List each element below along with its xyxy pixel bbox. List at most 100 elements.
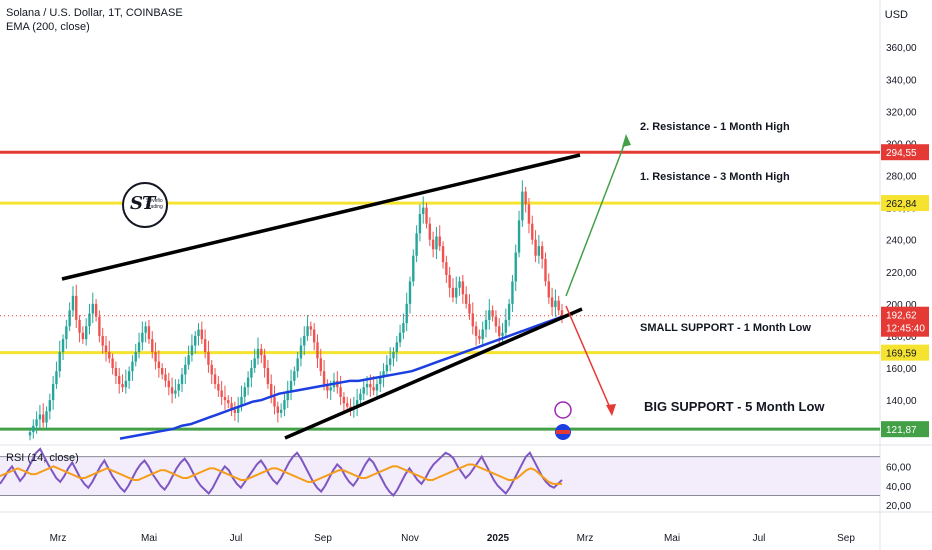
candle-body — [81, 332, 85, 340]
candle-body — [71, 295, 75, 311]
current-price-tag — [881, 306, 929, 337]
candle-body — [445, 262, 448, 275]
candle-body — [547, 281, 550, 298]
bearish-arrow-head — [606, 404, 616, 416]
candle-body — [501, 332, 504, 336]
y-tick-label: 200,00 — [886, 300, 917, 311]
candle-body — [131, 361, 134, 372]
candle-body — [184, 364, 187, 375]
candle-body — [504, 319, 508, 333]
level-price-tag — [881, 144, 929, 161]
bullish-arrow-head — [622, 134, 631, 147]
candle-body — [190, 345, 194, 356]
y-tick-label: 180,00 — [886, 332, 917, 343]
candle-body — [276, 406, 280, 413]
level-annotation: 1. Resistance - 3 Month High — [640, 171, 790, 183]
x-tick-label: Jul — [230, 533, 243, 544]
rsi-legend[interactable]: RSI (14, close) — [6, 452, 79, 464]
x-tick-label: Mai — [141, 533, 157, 544]
candle-body — [531, 223, 534, 240]
candle-body — [534, 239, 537, 256]
candle-body — [425, 207, 428, 224]
rsi-line — [0, 447, 563, 497]
candle-body — [451, 287, 455, 298]
candle-body — [326, 384, 329, 391]
x-tick-label: Sep — [837, 533, 855, 544]
candle-body — [355, 400, 359, 407]
candle-body — [194, 335, 197, 346]
candle-body — [527, 204, 531, 224]
candle-body — [213, 374, 217, 385]
candle-body — [75, 295, 78, 320]
candle-body — [164, 374, 167, 381]
candle-body — [322, 371, 326, 385]
candle-body — [544, 258, 547, 282]
candle-body — [28, 432, 32, 436]
candle-body — [68, 310, 71, 327]
candle-body — [557, 300, 560, 311]
candle-body — [160, 368, 164, 375]
candle-body — [498, 326, 501, 336]
level-price-label: 262,84 — [886, 199, 917, 210]
x-tick-label: Jul — [753, 533, 766, 544]
candle-body — [316, 342, 319, 359]
channel-upper-line — [61, 153, 581, 281]
candle-body — [118, 376, 121, 385]
candle-body — [243, 387, 246, 397]
candle-body — [58, 351, 61, 372]
candle-body — [32, 425, 35, 433]
y-tick-label: 360,00 — [886, 43, 917, 54]
x-tick-label: Mai — [664, 533, 680, 544]
candle-body — [240, 396, 243, 407]
candle-body — [260, 348, 263, 356]
candle-body — [114, 368, 118, 377]
candle-body — [507, 303, 511, 320]
candle-body — [299, 345, 303, 359]
candle-body — [359, 393, 362, 401]
level-annotation: 2. Resistance - 1 Month High — [640, 121, 790, 133]
candle-body — [108, 351, 111, 359]
y-tick-label: 160,00 — [886, 364, 917, 375]
candle-body — [385, 364, 389, 372]
candle-body — [494, 316, 498, 327]
y-tick-label: 220,00 — [886, 268, 917, 279]
ema-legend[interactable]: EMA (200, close) — [6, 21, 90, 33]
candle-body — [550, 297, 554, 308]
candle-body — [339, 387, 342, 397]
y-tick-label: 340,00 — [886, 75, 917, 86]
candle-body — [61, 339, 65, 352]
candle-body — [38, 414, 42, 420]
candle-body — [48, 400, 52, 412]
rsi-tick-label: 60,00 — [886, 462, 911, 473]
candle-body — [521, 191, 524, 221]
candle-body — [250, 368, 253, 378]
candle-body — [127, 371, 131, 381]
candle-body — [405, 303, 408, 324]
rsi-pane — [0, 447, 880, 497]
level-annotation: BIG SUPPORT - 5 Month Low — [644, 399, 825, 414]
candle-body — [537, 246, 541, 256]
bullish-arrow — [565, 139, 627, 297]
candle-body — [263, 355, 266, 369]
candle-body — [101, 335, 104, 346]
candle-body — [554, 300, 557, 308]
candle-body — [319, 358, 322, 372]
candle-body — [279, 409, 283, 413]
bearish-arrow — [565, 305, 612, 411]
candle-body — [402, 323, 405, 333]
event-flag-stripe — [556, 430, 570, 434]
candle-body — [491, 310, 494, 317]
candle-body — [111, 358, 114, 369]
logo-mark: ST — [130, 193, 155, 214]
x-tick-label: Nov — [401, 533, 419, 544]
candle-body — [104, 345, 108, 352]
candle-body — [458, 281, 461, 288]
candle-body — [375, 384, 379, 391]
candle-body — [418, 214, 422, 234]
candle-body — [144, 326, 147, 333]
current-price-label: 192,62 — [886, 311, 917, 322]
candle-body — [435, 236, 438, 250]
level-price-tag — [881, 421, 929, 438]
rsi-tick-label: 20,00 — [886, 501, 911, 512]
